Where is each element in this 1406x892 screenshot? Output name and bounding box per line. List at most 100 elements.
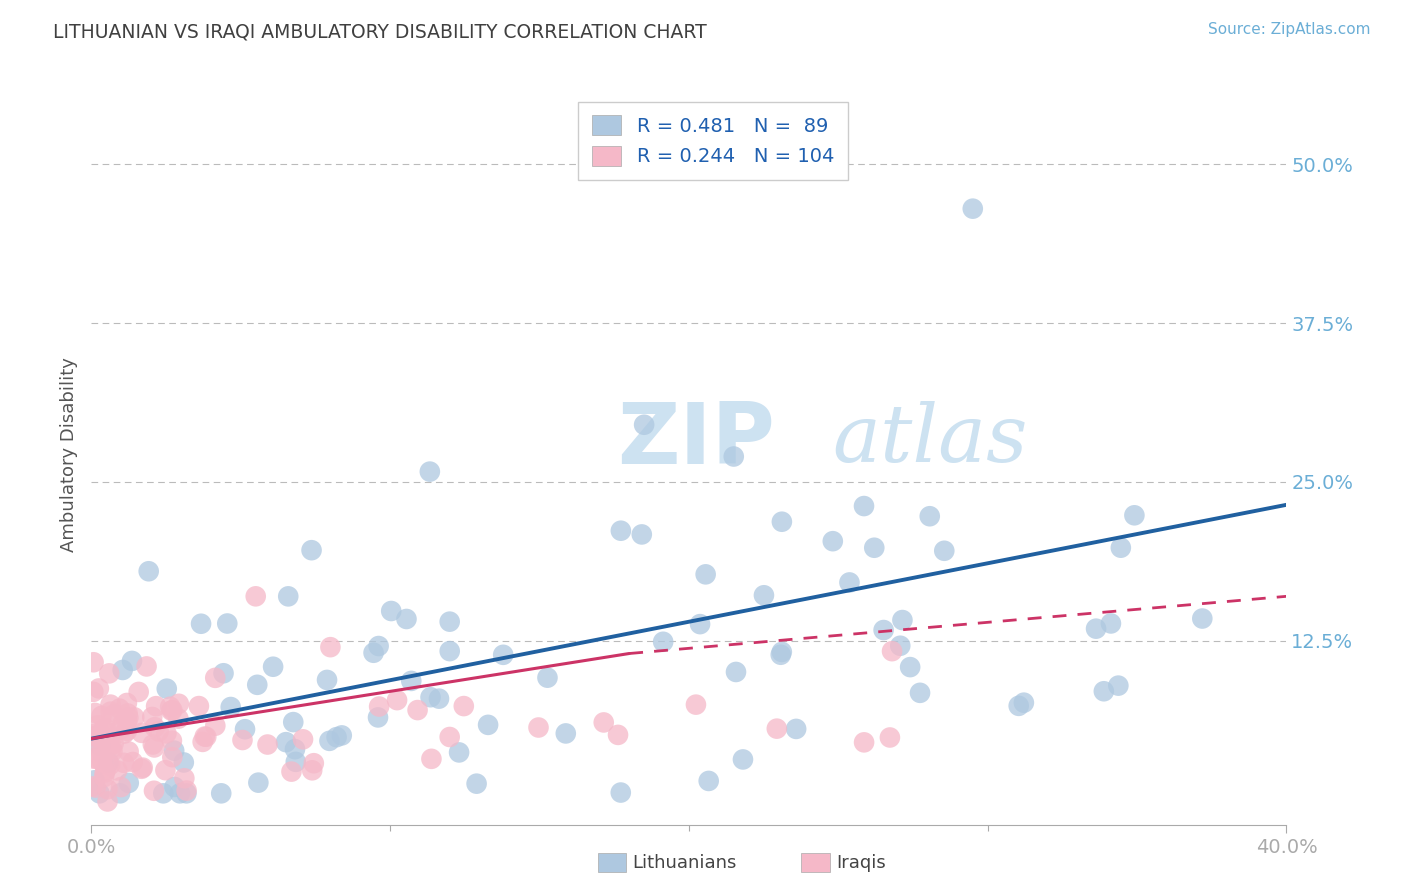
- Point: [163, 744, 186, 758]
- Point: [100, 739, 122, 753]
- Point: [406, 703, 429, 717]
- Point: [477, 718, 499, 732]
- Point: [86, 729, 108, 743]
- Point: [204, 671, 226, 685]
- Point: [652, 634, 675, 648]
- Text: atlas: atlas: [832, 401, 1028, 479]
- Point: [103, 737, 125, 751]
- Point: [465, 777, 488, 791]
- Point: [96, 782, 118, 797]
- Point: [283, 715, 305, 730]
- Point: [105, 764, 128, 778]
- Point: [330, 728, 353, 742]
- Point: [527, 721, 550, 735]
- Point: [108, 701, 131, 715]
- Point: [689, 617, 711, 632]
- Point: [256, 738, 278, 752]
- Point: [156, 681, 179, 696]
- Point: [292, 732, 315, 747]
- Point: [554, 726, 576, 740]
- Point: [89, 786, 111, 800]
- Point: [420, 752, 443, 766]
- Point: [1123, 508, 1146, 523]
- Point: [155, 726, 177, 740]
- Point: [141, 710, 163, 724]
- Text: Source: ZipAtlas.com: Source: ZipAtlas.com: [1208, 22, 1371, 37]
- Point: [110, 780, 132, 794]
- Point: [117, 711, 139, 725]
- Point: [143, 784, 166, 798]
- Point: [100, 741, 122, 756]
- Point: [93, 765, 115, 780]
- Point: [112, 726, 135, 740]
- Point: [363, 646, 385, 660]
- Point: [325, 730, 347, 744]
- Point: [117, 745, 139, 759]
- Point: [368, 699, 391, 714]
- Point: [863, 541, 886, 555]
- Point: [162, 703, 184, 717]
- Point: [212, 666, 235, 681]
- Point: [302, 756, 325, 771]
- Point: [83, 752, 105, 766]
- Point: [685, 698, 707, 712]
- Point: [879, 731, 901, 745]
- Point: [132, 761, 155, 775]
- Point: [167, 712, 190, 726]
- Point: [367, 639, 389, 653]
- Point: [152, 786, 174, 800]
- Point: [82, 780, 104, 794]
- Point: [83, 773, 105, 788]
- Point: [93, 747, 115, 762]
- Point: [111, 663, 134, 677]
- Point: [723, 450, 745, 464]
- Point: [610, 524, 633, 538]
- Point: [135, 659, 157, 673]
- Point: [187, 699, 209, 714]
- Point: [143, 720, 166, 734]
- Point: [148, 724, 170, 739]
- Point: [274, 735, 297, 749]
- Point: [934, 543, 956, 558]
- Point: [219, 700, 242, 714]
- Point: [367, 710, 389, 724]
- Point: [233, 723, 256, 737]
- Point: [122, 710, 145, 724]
- Point: [697, 773, 720, 788]
- Point: [111, 716, 134, 731]
- Point: [91, 755, 114, 769]
- Point: [96, 794, 118, 808]
- Point: [121, 755, 143, 769]
- Point: [173, 771, 195, 785]
- Point: [770, 645, 793, 659]
- Point: [195, 730, 218, 744]
- Point: [316, 673, 339, 687]
- Point: [94, 726, 117, 740]
- Point: [163, 780, 186, 794]
- Point: [98, 758, 121, 772]
- Point: [86, 718, 108, 732]
- Point: [908, 686, 931, 700]
- Point: [280, 764, 302, 779]
- Point: [395, 612, 418, 626]
- Point: [1008, 698, 1031, 713]
- Point: [97, 734, 120, 748]
- Point: [1191, 611, 1213, 625]
- Point: [89, 739, 111, 753]
- Point: [217, 616, 239, 631]
- Point: [872, 623, 894, 637]
- Point: [108, 786, 131, 800]
- Point: [194, 730, 217, 744]
- Point: [173, 756, 195, 770]
- Point: [427, 691, 450, 706]
- Point: [155, 763, 177, 777]
- Legend: R = 0.481   N =  89, R = 0.244   N = 104: R = 0.481 N = 89, R = 0.244 N = 104: [578, 102, 848, 180]
- Point: [898, 660, 921, 674]
- Point: [453, 699, 475, 714]
- Point: [853, 735, 876, 749]
- Point: [82, 685, 104, 699]
- Point: [318, 734, 340, 748]
- Point: [93, 723, 115, 737]
- Point: [101, 744, 124, 758]
- Point: [143, 740, 166, 755]
